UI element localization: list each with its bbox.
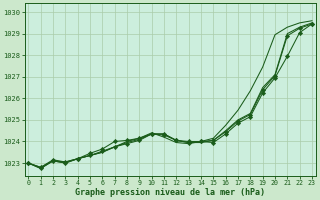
X-axis label: Graphe pression niveau de la mer (hPa): Graphe pression niveau de la mer (hPa) — [75, 188, 265, 197]
